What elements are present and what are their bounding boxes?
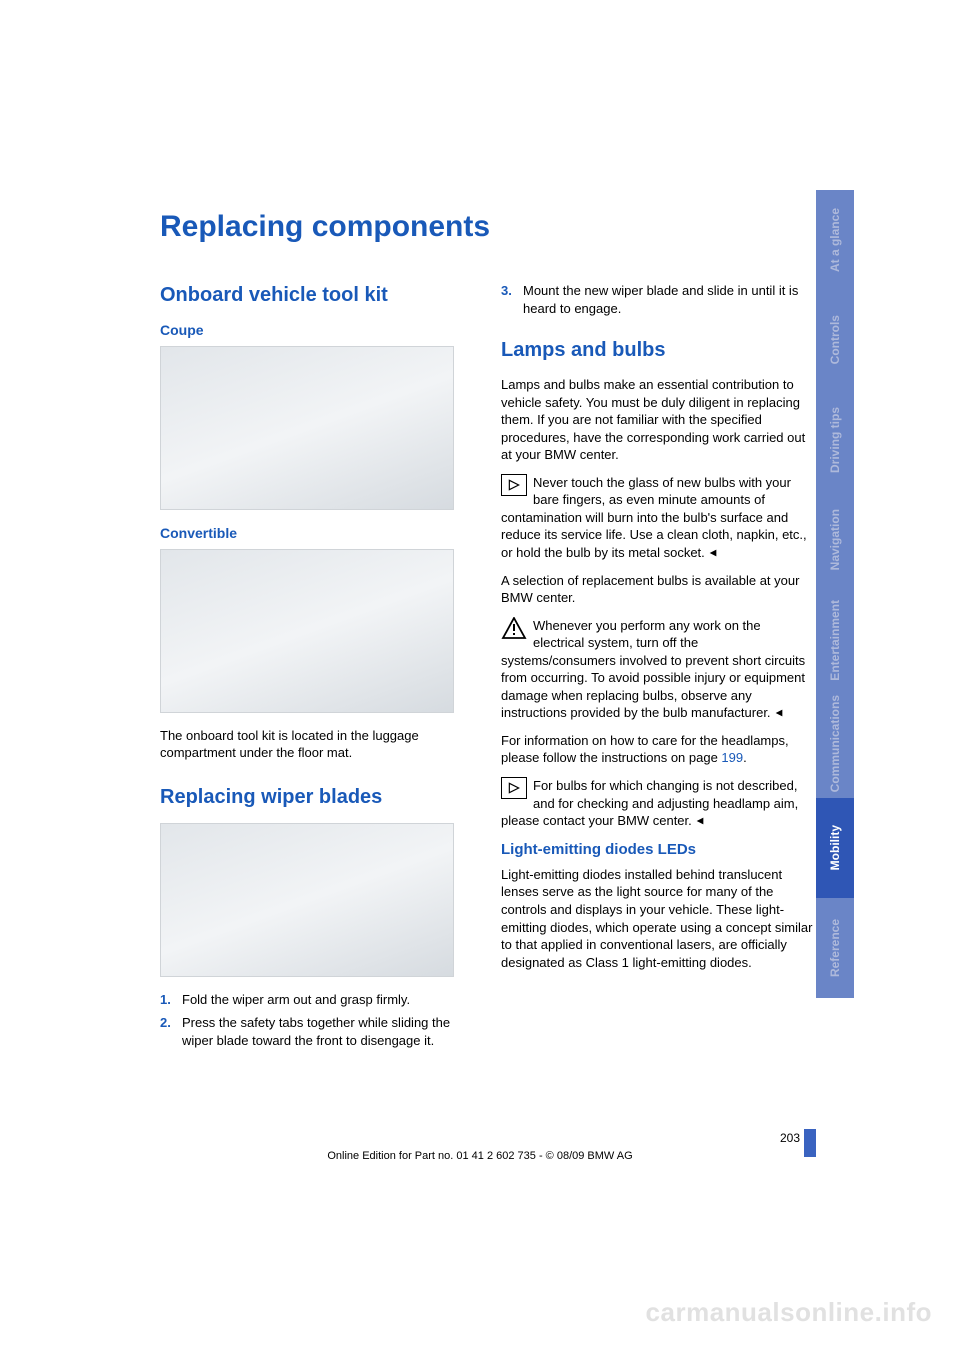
tab-at-a-glance[interactable]: At a glance bbox=[816, 190, 854, 290]
tab-label: Mobility bbox=[828, 825, 842, 870]
tab-label: Entertainment bbox=[828, 600, 842, 681]
tab-entertainment[interactable]: Entertainment bbox=[816, 590, 854, 690]
end-mark-icon bbox=[708, 544, 718, 562]
list-item: 1.Fold the wiper arm out and grasp firml… bbox=[160, 991, 473, 1009]
watermark: carmanualsonline.info bbox=[646, 1297, 932, 1328]
step-text: Mount the new wiper blade and slide in u… bbox=[523, 282, 814, 317]
list-item: 3. Mount the new wiper blade and slide i… bbox=[501, 282, 814, 317]
tab-label: Controls bbox=[828, 315, 842, 364]
tab-label: Navigation bbox=[828, 509, 842, 570]
led-text: Light-emitting diodes installed behind t… bbox=[501, 866, 814, 971]
note-text: For bulbs for which changing is not desc… bbox=[501, 778, 798, 828]
end-mark-icon bbox=[695, 812, 705, 830]
step-number: 1. bbox=[160, 991, 182, 1009]
headlamp-care-ref: For information on how to care for the h… bbox=[501, 732, 814, 767]
two-column-layout: Onboard vehicle tool kit Coupe Convertib… bbox=[160, 282, 814, 1060]
image-wiper-blades bbox=[160, 823, 454, 977]
ref-text-post: . bbox=[743, 750, 747, 765]
step-text: Fold the wiper arm out and grasp firmly. bbox=[182, 991, 410, 1009]
tab-label: Communications bbox=[828, 695, 842, 792]
wiper-steps-list: 1.Fold the wiper arm out and grasp firml… bbox=[160, 991, 473, 1050]
tab-label: Driving tips bbox=[828, 407, 842, 473]
tab-label: Reference bbox=[828, 919, 842, 977]
note-bulb-contact: For bulbs for which changing is not desc… bbox=[501, 777, 814, 830]
page-link-199[interactable]: 199 bbox=[721, 750, 743, 765]
wiper-steps-cont: 3. Mount the new wiper blade and slide i… bbox=[501, 282, 814, 317]
subheading-leds: Light-emitting diodes LEDs bbox=[501, 840, 814, 860]
page: At a glance Controls Driving tips Navigatio… bbox=[0, 0, 960, 1358]
list-item: 2.Press the safety tabs together while s… bbox=[160, 1014, 473, 1049]
info-icon bbox=[501, 474, 527, 496]
tab-reference[interactable]: Reference bbox=[816, 898, 854, 998]
tab-mobility[interactable]: Mobility bbox=[816, 798, 854, 898]
tab-label: At a glance bbox=[828, 208, 842, 272]
warning-electrical: Whenever you perform any work on the ele… bbox=[501, 617, 814, 722]
subheading-convertible: Convertible bbox=[160, 524, 473, 543]
right-column: 3. Mount the new wiper blade and slide i… bbox=[501, 282, 814, 1060]
toolkit-caption: The onboard tool kit is located in the l… bbox=[160, 727, 473, 762]
step-number: 3. bbox=[501, 282, 523, 317]
heading-lamps-bulbs: Lamps and bulbs bbox=[501, 337, 814, 364]
image-toolkit-convertible bbox=[160, 549, 454, 713]
tab-driving-tips[interactable]: Driving tips bbox=[816, 390, 854, 490]
tab-navigation[interactable]: Navigation bbox=[816, 490, 854, 590]
note-bulb-glass: Never touch the glass of new bulbs with … bbox=[501, 474, 814, 562]
warning-text: Whenever you perform any work on the ele… bbox=[501, 618, 805, 721]
subheading-coupe: Coupe bbox=[160, 321, 473, 340]
step-text: Press the safety tabs together while sli… bbox=[182, 1014, 473, 1049]
lamps-intro: Lamps and bulbs make an essential contri… bbox=[501, 376, 814, 464]
heading-wiper-blades: Replacing wiper blades bbox=[160, 784, 473, 811]
tab-controls[interactable]: Controls bbox=[816, 290, 854, 390]
content-area: Replacing components Onboard vehicle too… bbox=[160, 210, 814, 1060]
page-title: Replacing components bbox=[160, 210, 814, 244]
info-icon bbox=[501, 777, 527, 799]
page-number: 203 bbox=[780, 1131, 800, 1145]
tab-communications[interactable]: Communications bbox=[816, 690, 854, 798]
end-mark-icon bbox=[774, 704, 784, 722]
heading-tool-kit: Onboard vehicle tool kit bbox=[160, 282, 473, 309]
left-column: Onboard vehicle tool kit Coupe Convertib… bbox=[160, 282, 473, 1060]
footer-line: Online Edition for Part no. 01 41 2 602 … bbox=[0, 1150, 960, 1162]
warning-icon bbox=[501, 617, 527, 639]
section-tabs: At a glance Controls Driving tips Navigatio… bbox=[816, 190, 854, 998]
image-toolkit-coupe bbox=[160, 346, 454, 510]
note-text: Never touch the glass of new bulbs with … bbox=[501, 475, 807, 560]
step-number: 2. bbox=[160, 1014, 182, 1049]
bulbs-availability: A selection of replacement bulbs is avai… bbox=[501, 572, 814, 607]
